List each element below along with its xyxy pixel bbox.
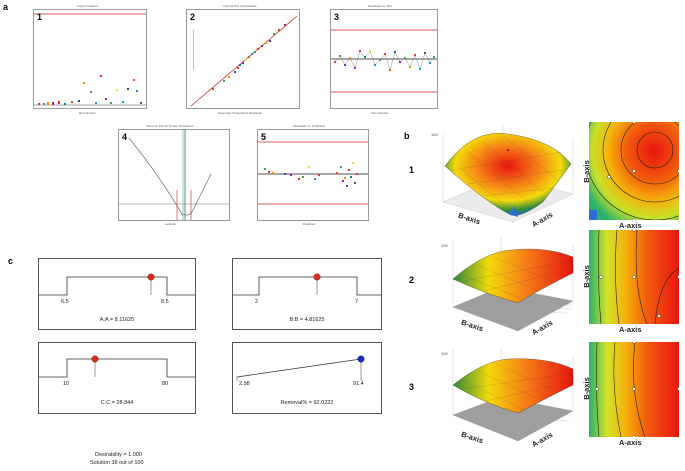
- x-axis-label: Run Number: [371, 111, 389, 115]
- ramp-value: Removal% = 92.0222: [280, 400, 334, 406]
- ramp-value: B:B = 4.81625: [289, 317, 325, 323]
- residuals-vs-predicted-chart: [258, 141, 368, 205]
- x-axis-label: Run Number: [78, 111, 96, 115]
- contour-x-label: A-axis: [619, 325, 642, 334]
- contour-plot-2: B-axis A-axis: [582, 230, 679, 334]
- box-cox-plot: Box-Cox Plot for Power Transforms 4 Lamb…: [105, 124, 235, 234]
- cooks-distance-chart: [34, 13, 146, 106]
- ramp-high: 91.4: [353, 381, 364, 387]
- ramp-value: C:C = 28.844: [100, 400, 134, 406]
- surface-plot-1: 100 B-axis A-axis: [423, 122, 583, 237]
- ramp-value: A:A = 8.11625: [99, 317, 135, 323]
- plot-number: 3: [334, 12, 340, 22]
- contour-x-label: A-axis: [619, 221, 642, 230]
- panel-label-b: b: [404, 131, 410, 141]
- plot-title: Residuals vs. Predicted: [293, 124, 325, 128]
- ramp-high: 7: [355, 299, 359, 305]
- surface-plot-3: 100 B-axis A-axis: [423, 345, 583, 457]
- panel-b: 1 100 B-axis A-axi: [405, 110, 685, 471]
- panel-a: Cook's Distance 1: [0, 0, 438, 240]
- ramp-removal: 2.98 91.4 Removal% = 92.0222: [232, 342, 382, 414]
- normal-plot: Normal Plot of Residuals 2: [170, 4, 310, 122]
- contour-y-label: B-axis: [581, 265, 591, 288]
- row-number: 3: [409, 382, 415, 392]
- z-tick: 100: [431, 132, 438, 137]
- contour-plot-3: B-axis A-axis: [582, 342, 679, 447]
- surface-plot-2: 100 B-axis A-axis: [423, 235, 583, 345]
- ramp-low: 2.98: [239, 381, 250, 387]
- residuals-vs-run-chart: [331, 29, 437, 93]
- ramp-c: 10 80 C:C = 28.844: [38, 342, 196, 414]
- plot-title: Normal Plot of Residuals: [223, 4, 257, 8]
- plot-title: Cook's Distance: [76, 4, 99, 8]
- contour-plot-1: B-axis A-axis: [582, 122, 679, 230]
- cooks-distance-plot: Cook's Distance 1: [15, 4, 160, 122]
- normal-plot-chart: [190, 15, 298, 107]
- panel-label-a: a: [3, 2, 9, 12]
- desirability-text: Desirability = 1.000: [95, 452, 142, 458]
- z-tick: 100: [441, 351, 448, 356]
- panel-c: 6.5 8.5 A:A = 8.11625 2 7 B:B = 4.81625 …: [0, 252, 410, 471]
- z-tick: 100: [441, 243, 448, 248]
- plot-number: 5: [261, 132, 267, 142]
- ramp-low: 2: [255, 299, 259, 305]
- solution-text: Solution 38 out of 100: [90, 460, 144, 466]
- box-cox-chart: [119, 130, 229, 220]
- x-axis-label: Predicted: [302, 222, 316, 226]
- ramp-high: 80: [162, 381, 169, 387]
- ramp-high: 8.5: [161, 299, 169, 305]
- plot-title: Box-Cox Plot for Power Transforms: [146, 124, 194, 128]
- residuals-vs-run-plot: Residuals vs. Run 3: [316, 4, 444, 122]
- ramp-low: 6.5: [61, 299, 69, 305]
- ramp-low: 10: [63, 381, 70, 387]
- row-number: 1: [409, 165, 415, 175]
- contour-y-label: B-axis: [581, 377, 591, 400]
- residuals-vs-predicted-plot: Residuals vs. Predicted 5: [244, 124, 374, 234]
- x-axis-label: Lambda: [164, 222, 176, 226]
- plot-number: 1: [37, 12, 43, 22]
- plot-number: 2: [190, 12, 196, 22]
- contour-y-label: B-axis: [581, 160, 591, 183]
- contour-x-label: A-axis: [619, 438, 642, 447]
- panel-label-c: c: [8, 256, 14, 266]
- x-axis-label: Externally Studentized Residuals: [218, 111, 262, 115]
- plot-number: 4: [122, 132, 128, 142]
- plot-title: Residuals vs. Run: [367, 4, 393, 8]
- ramp-a: 6.5 8.5 A:A = 8.11625: [38, 258, 196, 330]
- ramp-b: 2 7 B:B = 4.81625: [232, 258, 382, 330]
- row-number: 2: [409, 275, 415, 285]
